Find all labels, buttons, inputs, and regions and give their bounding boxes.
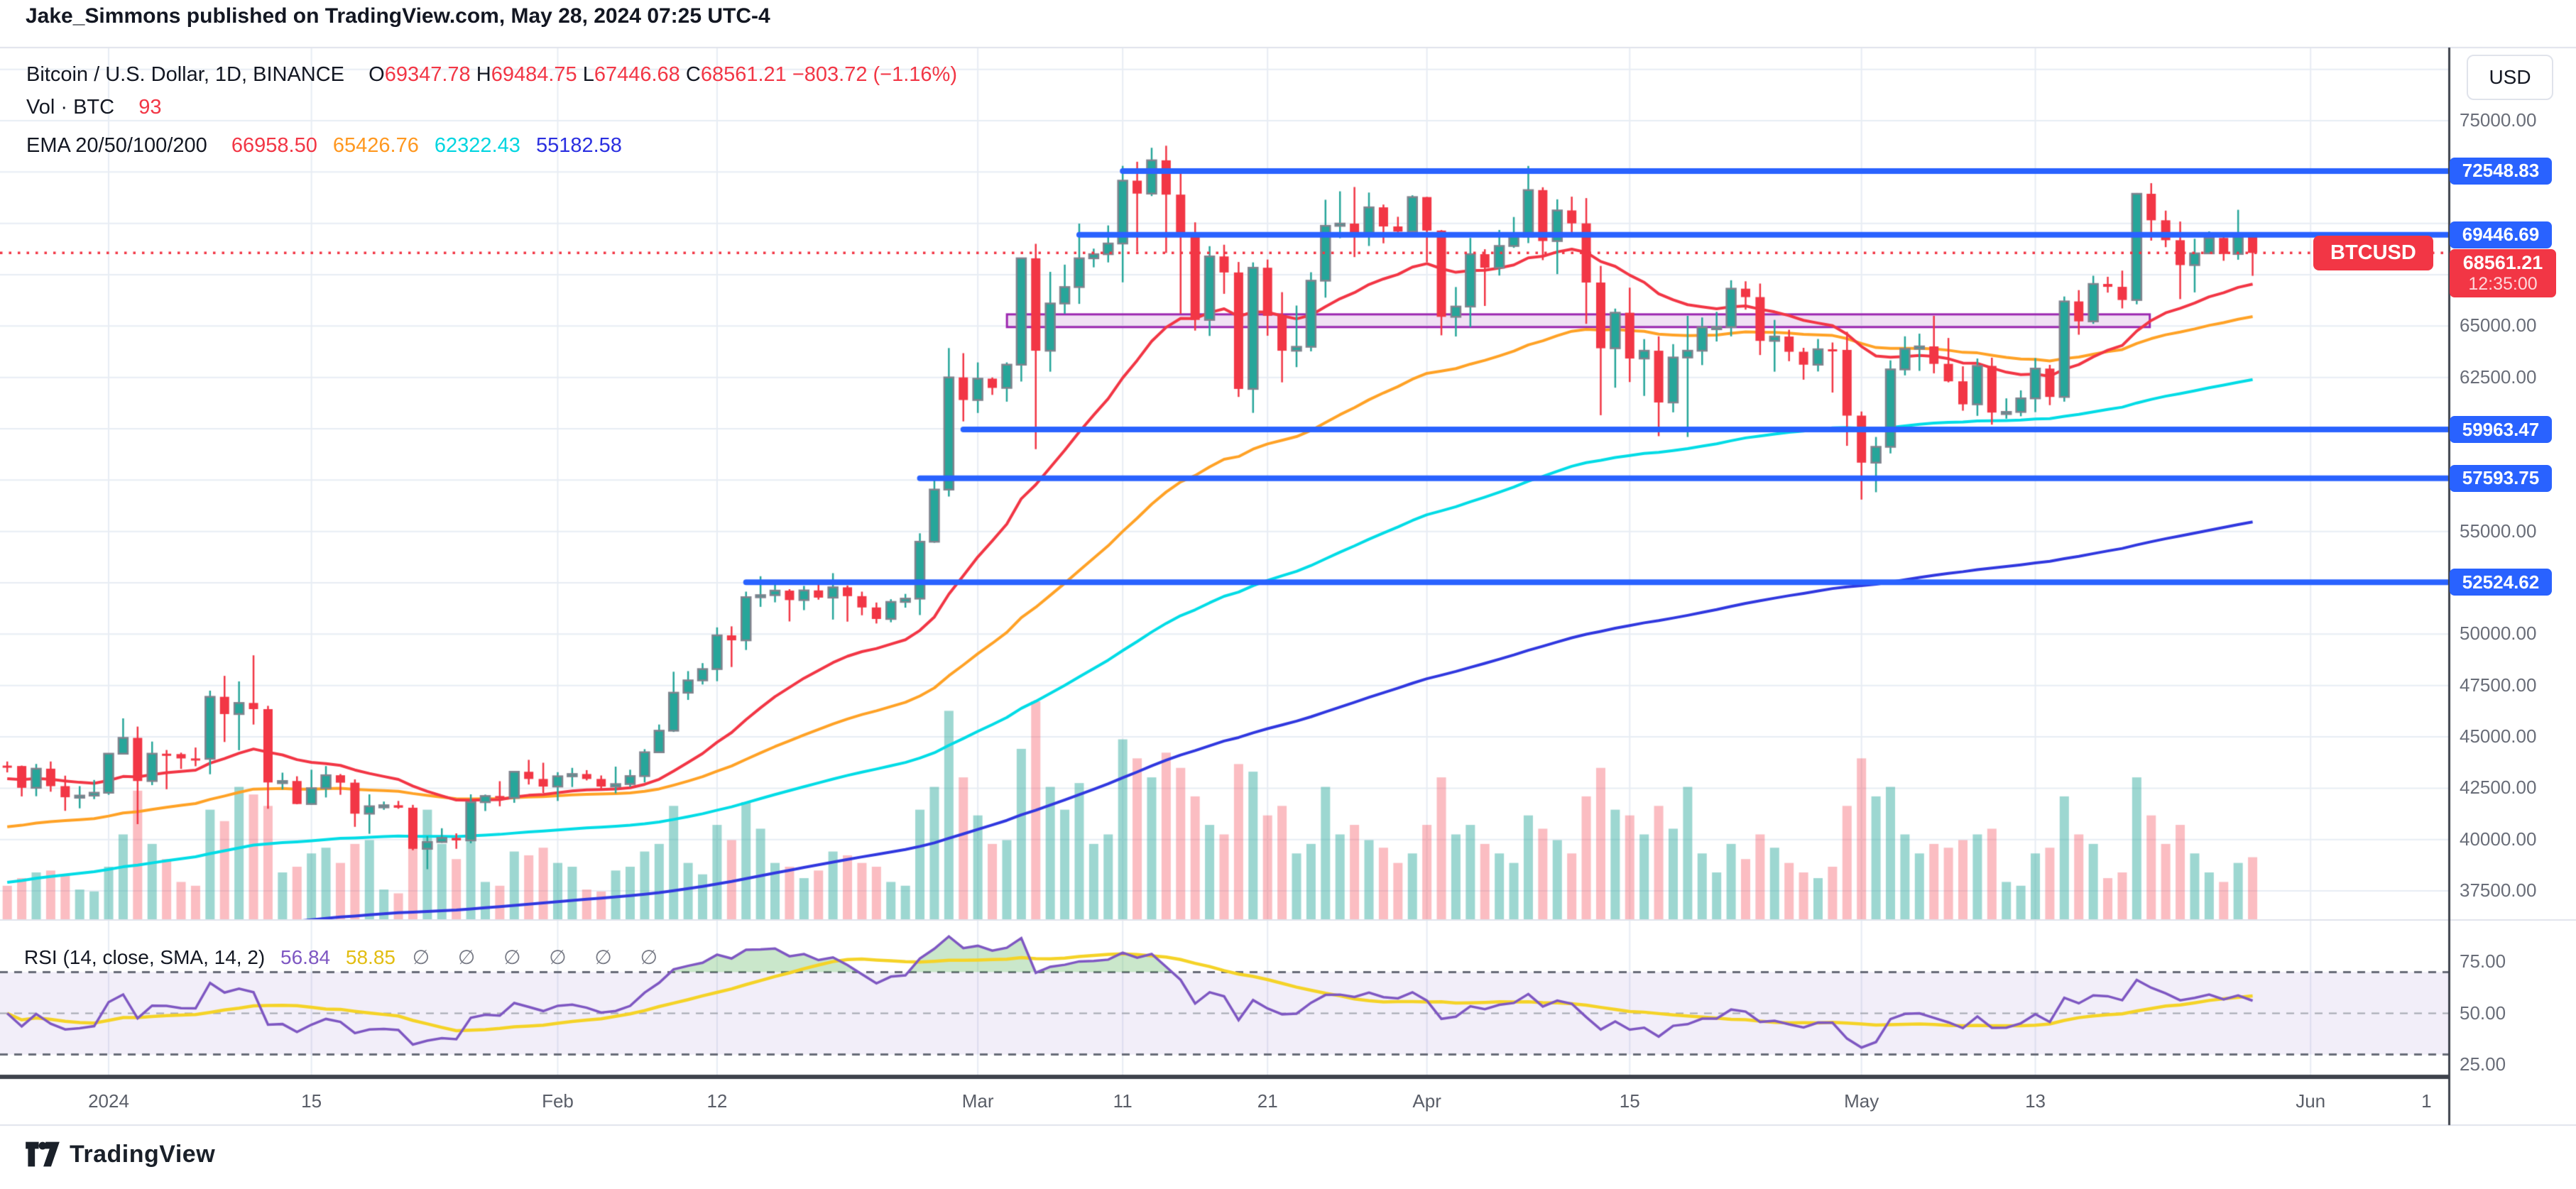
ema-legend-row: EMA 20/50/100/200 66958.50 65426.76 6232… [26,129,957,162]
volume-value: 93 [138,96,162,119]
rsi-value: 56.84 [280,946,331,968]
time-tick-label: Mar [961,1090,994,1112]
ema-value: 66958.50 [231,134,323,157]
price-tick-label: 65000.00 [2460,314,2537,336]
time-tick-label: 13 [2025,1090,2046,1112]
time-tick-label: 12 [706,1090,728,1112]
price-tick-label: 40000.00 [2460,828,2537,850]
volume-label[interactable]: Vol · BTC [26,96,115,119]
ohlc-value: 67446.68 [594,63,686,86]
time-tick-label: May [1844,1090,1879,1112]
ema-values: 66958.50 65426.76 62322.43 55182.58 [231,134,632,157]
ohlc-value: 69484.75 [491,63,583,86]
price-line-badge: 52524.62 [2450,569,2552,596]
rsi-tick-label: 50.00 [2460,1002,2506,1024]
ema-value: 55182.58 [535,134,622,157]
price-line-badge: 69446.69 [2450,221,2552,248]
change-value: −803.72 (−1.16%) [792,63,957,86]
price-line-badge: 57593.75 [2450,464,2552,492]
price-line-badge: 59963.47 [2450,416,2552,444]
rsi-tick-label: 75.00 [2460,950,2506,972]
time-tick-label: Jun [2296,1090,2326,1112]
symbol-title[interactable]: Bitcoin / U.S. Dollar, 1D, BINANCE [26,63,345,86]
bar-countdown: 12:35:00 [2468,273,2538,294]
rsi-empty-slots: ∅ ∅ ∅ ∅ ∅ ∅ [412,946,669,968]
time-tick-label: 11 [1113,1090,1133,1112]
price-line-badge: 72548.83 [2450,157,2552,185]
symbol-legend-row: Bitcoin / U.S. Dollar, 1D, BINANCE O6934… [26,58,957,91]
price-tick-label: 47500.00 [2460,674,2537,696]
time-tick-label: 2024 [88,1090,129,1112]
time-tick-label: 21 [1257,1090,1278,1112]
attribution-text: Jake_Simmons published on TradingView.co… [26,4,770,28]
rsi-legend: RSI (14, close, SMA, 14, 2) 56.84 58.85 … [24,946,669,969]
ohlc-label: L [582,63,594,86]
symbol-legend: Bitcoin / U.S. Dollar, 1D, BINANCE O6934… [26,58,957,162]
volume-legend-row: Vol · BTC 93 [26,91,957,124]
last-price-badge: 68561.21 12:35:00 [2450,248,2556,297]
price-tick-label: 37500.00 [2460,880,2537,902]
ema-label[interactable]: EMA 20/50/100/200 [26,134,207,157]
ema-value: 62322.43 [434,134,526,157]
ohlc-label: H [476,63,491,86]
ohlc-values: O69347.78 H69484.75 L67446.68 C68561.21 [369,63,792,86]
price-tick-label: 75000.00 [2460,109,2537,131]
tradingview-logo-text: TradingView [70,1140,216,1168]
rsi-title[interactable]: RSI (14, close, SMA, 14, 2) [24,946,266,968]
time-tick-label: Apr [1412,1090,1441,1112]
ohlc-label: O [369,63,385,86]
ohlc-value: 68561.21 [700,63,792,86]
price-tick-label: 45000.00 [2460,725,2537,747]
rsi-ma-value: 58.85 [345,946,395,968]
currency-toggle-button[interactable]: USD [2467,55,2553,100]
price-tick-label: 55000.00 [2460,520,2537,542]
price-tick-label: 50000.00 [2460,623,2537,645]
tradingview-logo[interactable]: TradingView [24,1140,215,1168]
ema-value: 65426.76 [332,134,425,157]
ohlc-label: C [685,63,701,86]
price-tick-label: 62500.00 [2460,366,2537,388]
time-tick-label: 1 [2421,1090,2432,1112]
price-tick-label: 42500.00 [2460,777,2537,799]
rsi-tick-label: 25.00 [2460,1053,2506,1075]
time-tick-label: Feb [542,1090,574,1112]
last-price-value: 68561.21 [2462,251,2543,273]
ohlc-value: 69347.78 [384,63,476,86]
time-tick-label: 15 [1619,1090,1640,1112]
tradingview-logo-icon [26,1141,60,1167]
time-tick-label: 15 [301,1090,322,1112]
price-line-symbol-tag: BTCUSD [2313,236,2433,271]
